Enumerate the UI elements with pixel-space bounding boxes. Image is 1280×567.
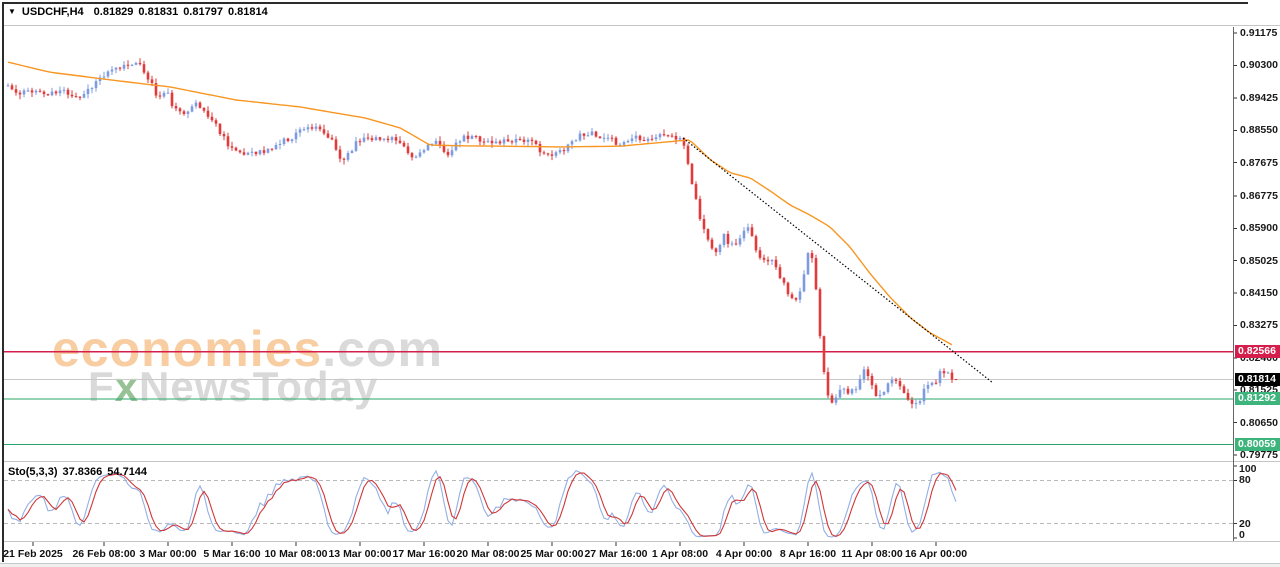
level-price-badge: 0.82566 <box>1235 345 1280 358</box>
watermark-line1: economies.com <box>52 320 443 378</box>
stochastic-label: Sto(5,3,3) 37.8366 54.7144 <box>8 466 152 478</box>
sto-tick-label: 0 <box>1239 529 1245 541</box>
price-tick-label: 0.80650 <box>1240 417 1278 429</box>
date-tick-label: 25 Mar 00:00 <box>520 548 584 560</box>
window-border-bottom <box>0 563 1280 567</box>
date-tick-label: 4 Apr 00:00 <box>715 548 773 560</box>
price-tick-label: 0.84150 <box>1240 287 1278 299</box>
ohlc-high-value: 0.81831 <box>138 6 179 18</box>
date-tick-label: 11 Apr 08:00 <box>841 548 903 560</box>
price-tick-label: 0.83275 <box>1240 319 1278 331</box>
date-tick-label: 16 Apr 00:00 <box>904 548 968 560</box>
current-price-badge: 0.81814 <box>1235 373 1280 386</box>
moving-average-line[interactable] <box>7 61 953 346</box>
price-tick-label: 0.86775 <box>1240 190 1278 202</box>
level-price-badge: 0.80059 <box>1235 438 1280 451</box>
date-tick-label: 27 Mar 16:00 <box>584 548 648 560</box>
watermark-domain-suffix: .com <box>322 321 443 377</box>
level-lines <box>4 351 1233 446</box>
price-tick-label: 0.89425 <box>1240 92 1278 104</box>
level-price-badge: 0.81292 <box>1235 392 1280 405</box>
price-tick-label: 0.91175 <box>1240 27 1278 39</box>
price-tick-label: 0.90300 <box>1240 59 1278 71</box>
trendline[interactable] <box>682 137 994 384</box>
price-tick-label: 0.87675 <box>1240 157 1278 169</box>
ohlc-low-value: 0.81797 <box>183 6 223 18</box>
date-tick-label: 26 Feb 08:00 <box>72 548 136 560</box>
date-tick-label: 17 Mar 16:00 <box>392 548 456 560</box>
stochastic-panel-divider <box>3 461 1280 462</box>
date-tick-label: 10 Mar 08:00 <box>264 548 328 560</box>
sto-tick-label: 20 <box>1239 518 1251 530</box>
header-divider <box>3 25 1280 26</box>
ohlc-close-value: 0.81814 <box>227 6 268 18</box>
price-tick-label: 0.85025 <box>1240 255 1278 267</box>
stochastic-k-value: 37.8366 <box>62 466 103 478</box>
sto-k-line <box>7 469 957 538</box>
date-tick-label: 1 Apr 08:00 <box>651 548 709 560</box>
stochastic-d-value: 54.7144 <box>107 466 148 478</box>
chart-header: ▼ USDCHF,H4 0.81829 0.81831 0.81797 0.81814 <box>8 6 273 18</box>
date-axis-divider <box>3 541 1280 542</box>
stochastic-indicator-name: Sto(5,3,3) <box>8 466 58 478</box>
date-tick-label: 13 Mar 00:00 <box>328 548 392 560</box>
watermark-line2: FxNewsToday <box>88 363 378 411</box>
price-tick-label: 0.85900 <box>1240 222 1278 234</box>
symbol-timeframe-label: USDCHF,H4 <box>21 6 84 18</box>
price-tick-label: 0.88550 <box>1240 124 1278 136</box>
sto-tick-label: 80 <box>1239 474 1251 486</box>
symbol-dropdown-arrow[interactable]: ▼ <box>8 7 16 16</box>
sto-d-line <box>7 472 957 538</box>
price-tick-label: 0.79775 <box>1240 449 1278 461</box>
watermark-tagline-rest: NewsToday <box>139 363 379 410</box>
sto-tick-label: 100 <box>1239 463 1257 475</box>
window-border-top <box>2 2 1248 4</box>
date-tick-label: 5 Mar 16:00 <box>203 548 261 560</box>
candles-layer <box>6 58 958 409</box>
watermark-tagline-f: F <box>88 363 115 410</box>
date-tick-label: 3 Mar 00:00 <box>139 548 197 560</box>
axis-separator <box>1233 27 1234 541</box>
date-tick-label: 8 Apr 16:00 <box>779 548 837 560</box>
watermark-brand: economies <box>52 321 323 377</box>
date-tick-label: 20 Mar 08:00 <box>456 548 520 560</box>
watermark-tagline-x: x <box>114 363 140 410</box>
window-border-left <box>2 2 4 562</box>
ohlc-open-value: 0.81829 <box>93 6 134 18</box>
date-tick-label: 21 Feb 2025 <box>3 548 63 560</box>
